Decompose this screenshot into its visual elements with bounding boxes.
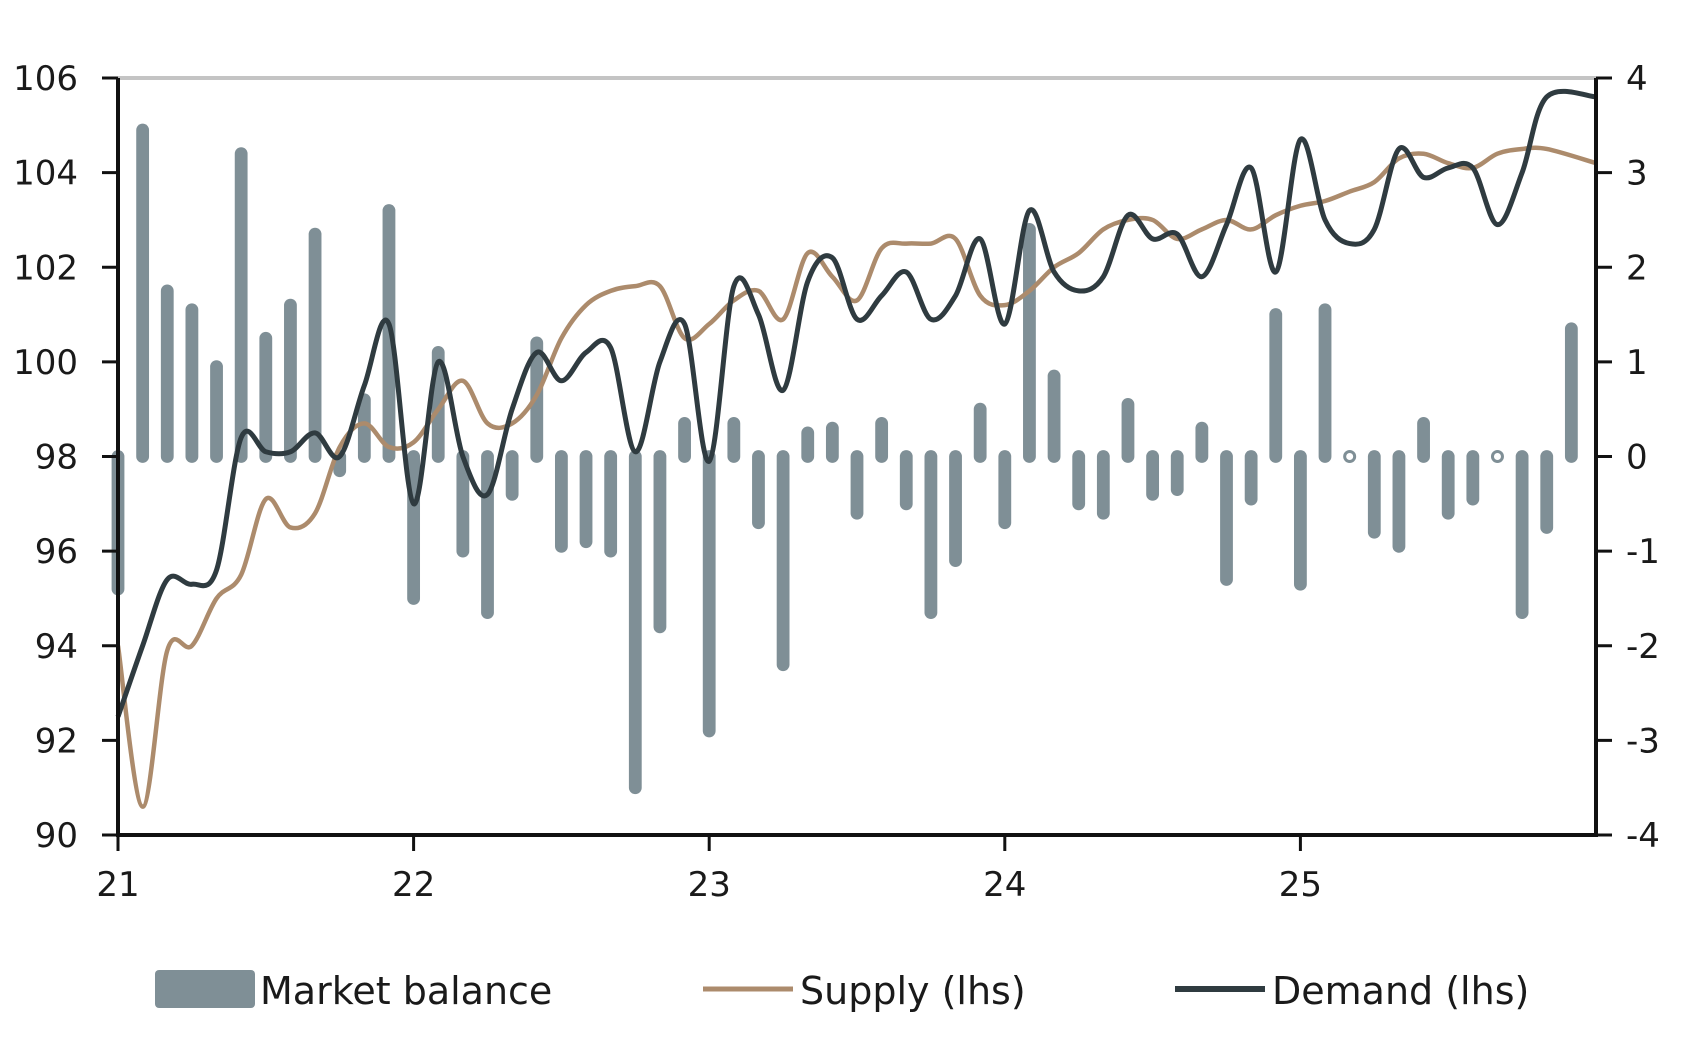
market-balance-bar bbox=[1441, 450, 1455, 520]
market-balance-bar bbox=[1490, 450, 1504, 463]
market-balance-bar bbox=[1515, 450, 1529, 620]
market-balance-bar bbox=[1540, 450, 1554, 534]
market-balance-bar bbox=[1269, 308, 1283, 463]
market-balance-bar bbox=[678, 416, 691, 463]
x-tick-label: 22 bbox=[392, 865, 435, 905]
right-tick-label: -4 bbox=[1626, 816, 1660, 856]
left-axis-ticks: 90 92 94 96 98 100 102 104 106 bbox=[13, 59, 118, 856]
market-balance-bar bbox=[1318, 303, 1332, 463]
market-balance-bar bbox=[727, 416, 741, 463]
market-balance-bar bbox=[1466, 450, 1480, 506]
market-balance-bar bbox=[1564, 322, 1578, 463]
market-balance-bar bbox=[875, 416, 889, 463]
market-balance-bar bbox=[308, 227, 322, 463]
market-balance-bar bbox=[825, 421, 839, 463]
supply-line bbox=[115, 145, 1597, 809]
market-balance-bar bbox=[1195, 421, 1209, 463]
left-tick-label: 106 bbox=[13, 59, 78, 99]
market-balance-bars bbox=[111, 123, 1578, 795]
left-tick-label: 104 bbox=[13, 154, 78, 194]
right-tick-label: 0 bbox=[1626, 438, 1648, 478]
market-balance-bar bbox=[259, 331, 273, 463]
market-balance-bar bbox=[234, 147, 248, 463]
market-balance-bar bbox=[604, 450, 618, 558]
demand-line bbox=[115, 88, 1597, 718]
left-tick-label: 98 bbox=[35, 438, 78, 478]
market-balance-bar bbox=[924, 450, 938, 620]
market-balance-bar bbox=[1220, 450, 1233, 586]
right-tick-label: -3 bbox=[1626, 721, 1660, 761]
market-balance-bar bbox=[899, 450, 913, 511]
legend-swatch-market-balance bbox=[155, 970, 255, 1008]
legend-label-demand: Demand (lhs) bbox=[1272, 969, 1529, 1013]
market-balance-bar bbox=[1244, 450, 1258, 506]
legend-label-market-balance: Market balance bbox=[260, 969, 552, 1013]
market-balance-bar bbox=[628, 450, 642, 795]
market-balance-bar bbox=[801, 426, 815, 463]
legend: Market balance Supply (lhs) Demand (lhs) bbox=[155, 969, 1529, 1013]
left-tick-label: 96 bbox=[35, 532, 78, 572]
left-tick-label: 92 bbox=[35, 721, 78, 761]
market-balance-bar bbox=[1121, 398, 1135, 463]
plot-area bbox=[111, 76, 1597, 809]
x-tick-label: 25 bbox=[1279, 865, 1322, 905]
right-tick-label: -2 bbox=[1626, 627, 1660, 667]
left-tick-label: 94 bbox=[35, 627, 78, 667]
market-balance-bar bbox=[1417, 416, 1430, 463]
market-balance-bar bbox=[530, 336, 544, 463]
market-balance-bar bbox=[1072, 450, 1086, 511]
x-tick-label: 24 bbox=[983, 865, 1026, 905]
market-balance-bar bbox=[505, 450, 519, 501]
left-tick-label: 100 bbox=[13, 343, 78, 383]
x-axis-ticks: 21 22 23 24 25 bbox=[96, 835, 1322, 905]
market-balance-bar bbox=[1146, 450, 1160, 501]
market-balance-bar bbox=[456, 450, 470, 558]
x-tick-label: 23 bbox=[688, 865, 731, 905]
market-balance-bar bbox=[702, 450, 716, 738]
market-balance-bar bbox=[752, 450, 765, 530]
market-balance-bar bbox=[1293, 450, 1307, 591]
market-balance-bar bbox=[481, 450, 494, 620]
market-balance-bar bbox=[284, 298, 297, 463]
market-balance-bar bbox=[998, 450, 1012, 530]
right-tick-label: 4 bbox=[1626, 59, 1648, 99]
market-balance-bar bbox=[1023, 222, 1036, 463]
market-balance-bar bbox=[1367, 450, 1381, 539]
legend-label-supply: Supply (lhs) bbox=[800, 969, 1026, 1013]
market-balance-bar bbox=[973, 402, 987, 463]
right-tick-label: 1 bbox=[1626, 343, 1648, 383]
market-balance-bar bbox=[579, 450, 593, 549]
market-balance-bar bbox=[949, 450, 962, 567]
market-balance-bar bbox=[653, 450, 667, 634]
right-tick-label: 3 bbox=[1626, 154, 1648, 194]
market-balance-bar bbox=[554, 450, 568, 553]
market-balance-bar bbox=[1343, 450, 1357, 463]
market-balance-bar bbox=[357, 393, 371, 463]
right-tick-label: 2 bbox=[1626, 248, 1648, 288]
market-balance-bar bbox=[776, 450, 790, 672]
left-tick-label: 90 bbox=[35, 816, 78, 856]
market-balance-bar bbox=[160, 284, 174, 463]
market-balance-bar bbox=[1392, 450, 1406, 553]
market-balance-bar bbox=[185, 303, 199, 463]
market-balance-bar bbox=[1096, 450, 1110, 520]
left-tick-label: 102 bbox=[13, 248, 78, 288]
right-tick-label: -1 bbox=[1626, 532, 1660, 572]
right-axis-ticks: -4 -3 -2 -1 0 1 2 3 4 bbox=[1596, 59, 1660, 856]
x-tick-label: 21 bbox=[96, 865, 139, 905]
market-balance-bar bbox=[1170, 450, 1184, 497]
market-balance-bar bbox=[136, 123, 150, 463]
market-balance-bar bbox=[210, 360, 223, 463]
market-balance-bar bbox=[850, 450, 864, 520]
market-balance-bar bbox=[1047, 369, 1061, 463]
